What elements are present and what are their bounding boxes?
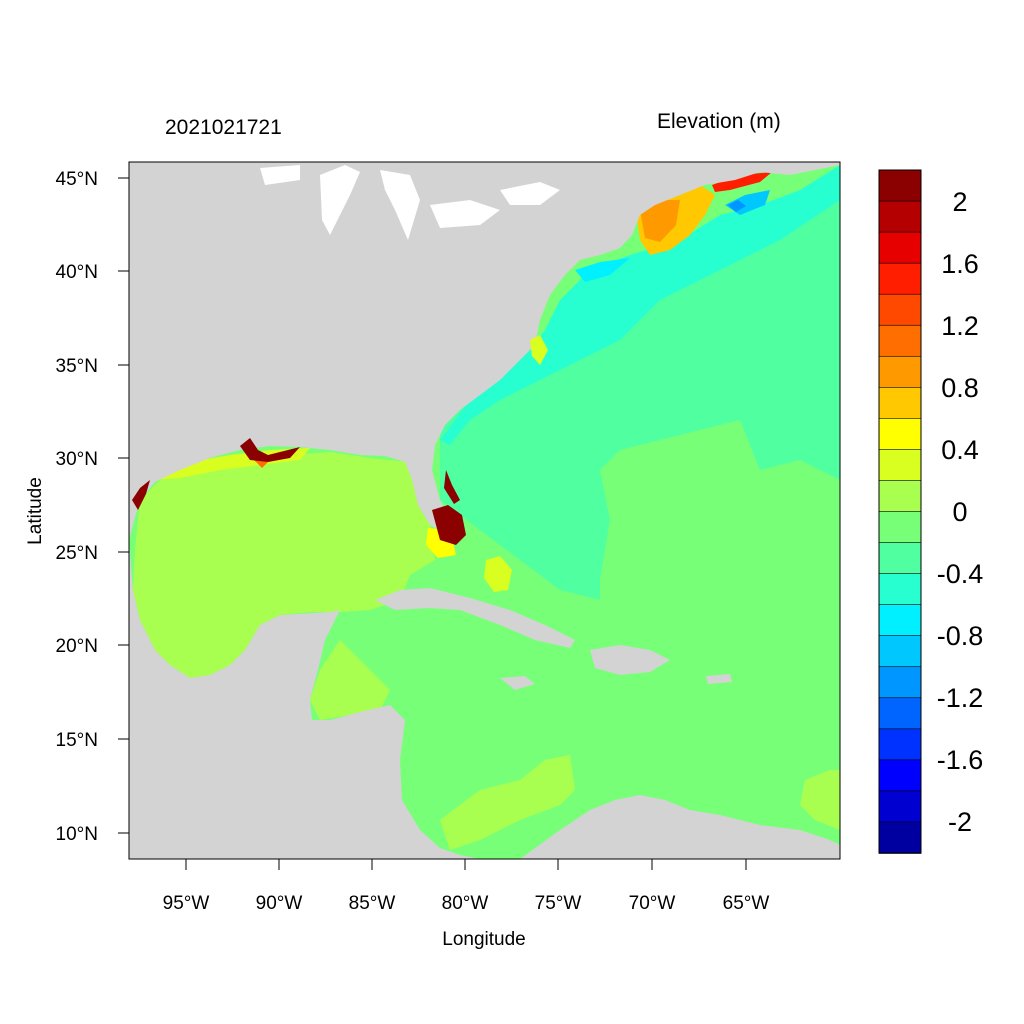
colorbar-swatch [878,324,922,358]
colorbar-swatch [878,262,922,295]
colorbar-swatch [878,666,922,699]
colorbar-swatch [878,231,922,264]
y-tick-label: 15°N [56,730,98,751]
louisiana-coast-surge [240,438,300,462]
y-tick-label: 40°N [56,262,98,283]
colorbar-swatch [878,418,922,451]
bay-of-fundy-peak [712,172,772,192]
colorbar-label: 0.8 [941,373,979,403]
x-tick-label: 75°W [535,893,582,914]
chesapeake-surge [530,335,548,365]
coastal-cyan-inner [575,258,630,282]
colorbar-swatch [878,759,922,792]
atlantic-lowered-band [440,200,840,600]
y-tick-label: 35°N [56,356,98,377]
x-tick-label: 85°W [349,893,396,914]
colorbar-swatch [878,293,922,327]
colorbar-swatch [878,542,922,575]
y-tick-labels: 45°N 40°N 35°N 30°N 25°N 20°N 15°N 10°N [56,169,98,845]
caribbean-west-high [310,640,390,720]
colorbar-swatch [878,200,922,233]
colorbar-swatch [878,821,922,854]
x-tick-labels: 95°W 90°W 85°W 80°W 75°W 70°W 65°W [163,893,770,914]
map-frame [128,161,841,860]
y-tick-label: 20°N [56,636,98,657]
x-tick-label: 95°W [163,893,210,914]
hispaniola-land [590,645,670,675]
x-axis [185,859,747,870]
y-axis-title: Latitude [25,477,46,545]
colorbar-label: 0 [952,497,967,527]
colorbar-label: -1.2 [937,683,984,713]
puerto-rico-land [706,674,732,684]
x-tick-label: 80°W [442,893,489,914]
colorbar-label: -0.4 [937,559,984,589]
colorbar-swatches [878,169,922,854]
south-america-land [520,795,840,859]
y-tick-label: 10°N [56,824,98,845]
colorbar-swatch [878,169,922,202]
colorbar-label: 2 [952,187,967,217]
colorbar-swatch [878,387,922,420]
x-tick-label: 90°W [256,893,303,914]
colorbar-swatch [878,511,922,544]
x-tick-label: 65°W [723,893,770,914]
colorbar-swatch [878,449,922,482]
north-america-land [129,162,840,540]
jamaica-land [500,676,535,690]
colorbar-frame [878,169,922,854]
colorbar-swatch [878,635,922,668]
florida-east-surge [444,470,460,504]
colorbar-label: 1.2 [941,311,979,341]
colorbar-label: -0.8 [937,621,984,651]
colorbar-swatch [878,604,922,637]
florida-surge-peak [432,505,466,545]
gulf-of-mexico [133,452,435,678]
x-axis-title: Longitude [442,929,525,950]
colorbar: 2 1.6 1.2 0.8 0.4 0 -0.4 -0.8 -1.2 -1.6 … [878,169,984,854]
y-tick-label: 25°N [56,543,98,564]
colorbar-label: -1.6 [937,745,984,775]
nova-scotia-lowest [728,200,746,212]
colorbar-label: 1.6 [941,249,979,279]
colorbar-swatch [878,728,922,761]
bahamas-bank [484,556,512,592]
variable-title: Elevation (m) [657,110,781,133]
y-tick-label: 45°N [56,169,98,190]
colorbar-label: 0.4 [941,435,979,465]
colorbar-swatch [878,480,922,513]
colorbar-labels: 2 1.6 1.2 0.8 0.4 0 -0.4 -0.8 -1.2 -1.6 … [937,187,984,837]
x-tick-label: 70°W [629,893,676,914]
map-panel [128,161,841,860]
y-axis [118,177,129,834]
colorbar-label: -2 [948,807,972,837]
y-tick-label: 30°N [56,449,98,470]
colorbar-swatch [878,573,922,606]
colorbar-swatch [878,790,922,823]
lesser-antilles-high [800,770,840,830]
coastal-depression-band [440,165,840,445]
colorbar-swatch [878,697,922,730]
colorbar-swatch [878,355,922,389]
timestamp-title: 2021021721 [165,116,282,139]
mexico-central-america-land [129,540,480,859]
cuba-land [375,588,575,648]
gulf-of-maine-peak [640,200,680,242]
caribbean-south-high [440,755,575,850]
great-lakes [260,165,560,240]
texas-coast-surge [132,480,150,510]
